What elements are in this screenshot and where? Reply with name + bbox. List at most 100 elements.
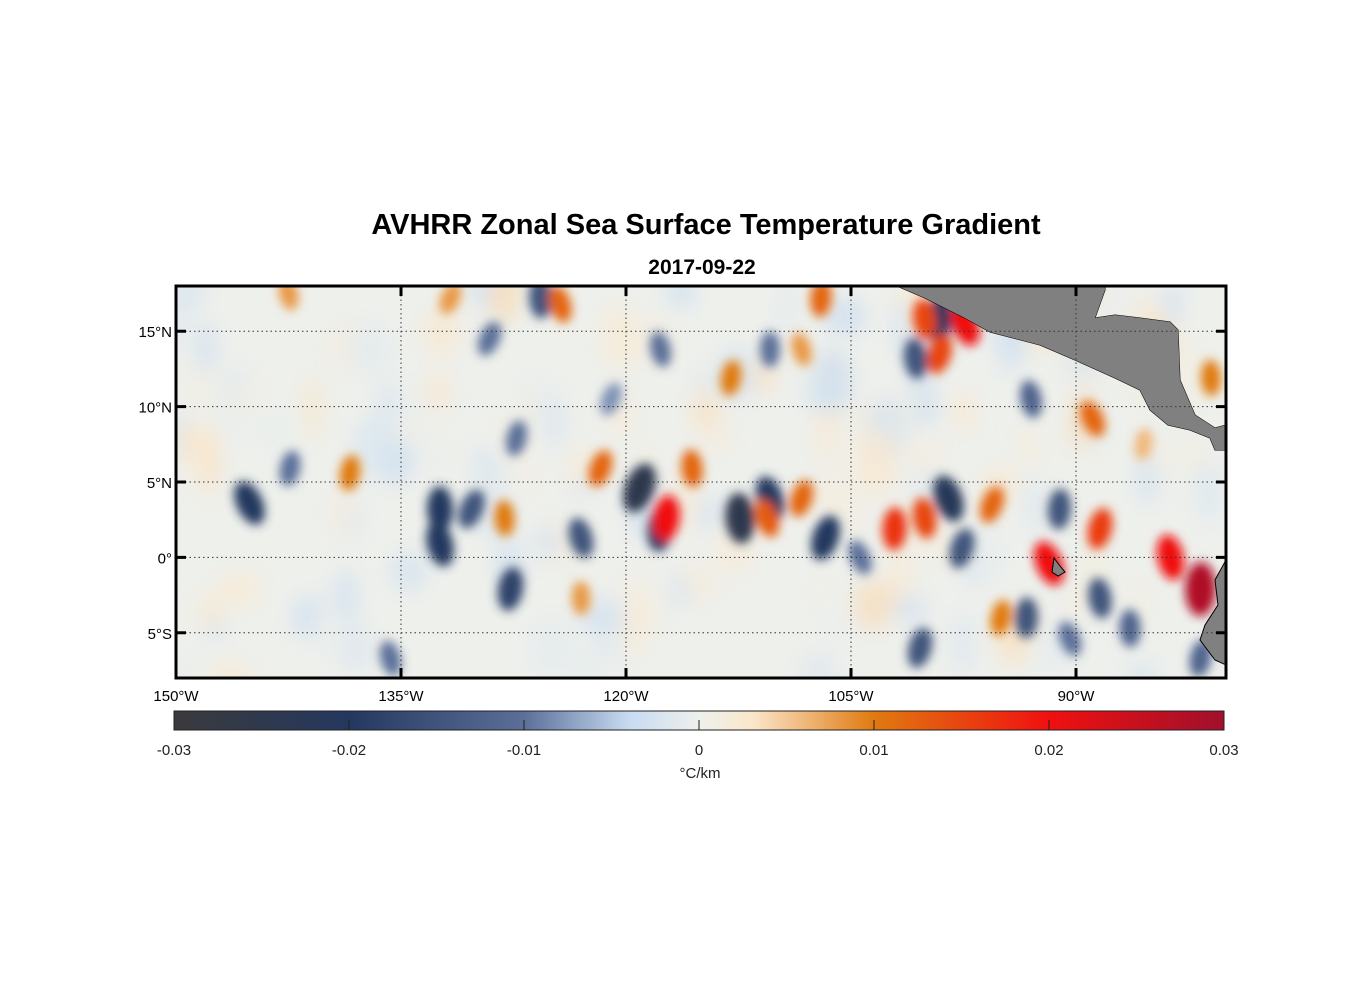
texture-mark: [192, 591, 230, 630]
texture-mark: [304, 376, 322, 441]
texture-mark: [302, 465, 320, 516]
texture-mark: [666, 286, 695, 309]
colorbar-tick-label: 0: [695, 742, 703, 759]
texture-mark: [471, 286, 491, 309]
negative-gradient-feature: [1088, 577, 1112, 619]
positive-gradient-feature: [1185, 562, 1216, 617]
texture-mark: [904, 437, 946, 474]
negative-gradient-feature: [528, 286, 553, 319]
land-galapagos: [1051, 556, 1066, 577]
positive-gradient-feature: [653, 495, 680, 542]
texture-mark: [804, 377, 846, 413]
texture-mark: [530, 526, 565, 560]
texture-mark: [218, 570, 262, 605]
texture-mark: [689, 366, 727, 396]
texture-mark: [1106, 599, 1124, 664]
positive-gradient-feature: [990, 599, 1012, 636]
texture-mark: [456, 396, 473, 430]
colorbar-tick-label: 0.01: [859, 742, 888, 759]
texture-mark: [203, 428, 220, 495]
positive-gradient-feature: [789, 480, 814, 517]
texture-mark: [543, 393, 567, 450]
texture-mark: [855, 430, 898, 496]
texture-mark: [853, 579, 894, 631]
texture-mark: [176, 286, 206, 312]
texture-mark: [194, 321, 218, 376]
texture-mark: [581, 599, 626, 637]
colorbar-tick-label: 0.03: [1209, 742, 1238, 759]
texture-mark: [698, 422, 734, 453]
texture-mark: [1130, 575, 1151, 624]
chart-subtitle: 2017-09-22: [648, 256, 755, 279]
texture-mark: [1000, 335, 1023, 372]
negative-gradient-feature: [760, 331, 780, 368]
positive-gradient-feature: [588, 450, 613, 487]
positive-gradient-feature: [810, 286, 832, 318]
positive-gradient-feature: [571, 581, 591, 616]
texture-mark: [595, 626, 622, 668]
y-tick-label: 10°N: [138, 400, 172, 417]
negative-gradient-feature: [234, 481, 265, 525]
positive-gradient-feature: [339, 455, 361, 491]
negative-gradient-feature: [477, 321, 502, 356]
land: [896, 286, 1226, 666]
y-tick-label: 5°S: [148, 626, 172, 643]
positive-gradient-feature: [681, 449, 703, 488]
texture-mark: [1193, 460, 1224, 522]
y-tick-label: 5°N: [147, 475, 172, 492]
texture-mark: [1129, 663, 1157, 678]
negative-gradient-feature: [1119, 609, 1141, 648]
texture-mark: [1181, 437, 1205, 475]
x-tick-label: 90°W: [1058, 688, 1096, 705]
texture-mark: [604, 306, 641, 371]
texture-mark: [210, 662, 251, 678]
texture-mark: [176, 656, 190, 678]
chart-title: AVHRR Zonal Sea Surface Temperature Grad…: [371, 209, 1041, 241]
texture-mark: [625, 594, 642, 660]
texture-mark: [424, 308, 460, 357]
positive-gradient-feature: [1087, 508, 1113, 550]
texture-mark: [259, 636, 280, 674]
negative-gradient-feature: [949, 528, 975, 569]
texture-mark: [823, 604, 857, 639]
texture-mark: [808, 571, 832, 609]
texture-mark: [1066, 586, 1088, 620]
colorbar-tick-label: -0.03: [157, 742, 191, 759]
texture-mark: [953, 391, 975, 431]
texture-mark: [216, 366, 252, 399]
positive-gradient-feature: [927, 333, 952, 374]
texture-mark: [257, 413, 287, 446]
x-tick-label: 150°W: [153, 688, 199, 705]
positive-gradient-feature: [1200, 359, 1222, 396]
texture-mark: [799, 650, 838, 678]
y-tick-label: 15°N: [138, 324, 172, 341]
negative-gradient-feature: [725, 492, 755, 544]
positive-gradient-feature: [439, 286, 462, 315]
negative-gradient-feature: [426, 521, 454, 567]
negative-gradient-feature: [933, 475, 964, 522]
texture-mark: [531, 618, 573, 676]
texture-mark: [828, 453, 857, 507]
positive-gradient-feature: [1079, 400, 1106, 437]
negative-gradient-feature: [907, 627, 933, 668]
x-tick-label: 105°W: [828, 688, 874, 705]
positive-gradient-feature: [912, 298, 937, 340]
positive-gradient-feature: [1134, 428, 1153, 461]
positive-gradient-feature: [278, 286, 299, 311]
y-tick-label: 0°: [158, 550, 172, 567]
texture-mark: [1021, 630, 1054, 678]
colorbar: -0.03 -0.02 -0.01 0 0.01 0.02 0.03 °C/km: [157, 710, 1239, 782]
positive-gradient-feature: [720, 360, 742, 396]
texture-mark: [570, 643, 599, 678]
texture-mark: [1163, 286, 1182, 323]
texture-mark: [894, 595, 928, 624]
negative-gradient-feature: [379, 640, 402, 676]
texture-mark: [391, 416, 420, 446]
positive-gradient-feature: [754, 499, 780, 537]
texture-mark: [486, 286, 521, 324]
positive-gradient-feature: [882, 507, 907, 551]
negative-gradient-feature: [623, 463, 656, 513]
gradient-features: [234, 286, 1222, 678]
negative-gradient-feature: [1014, 597, 1039, 639]
